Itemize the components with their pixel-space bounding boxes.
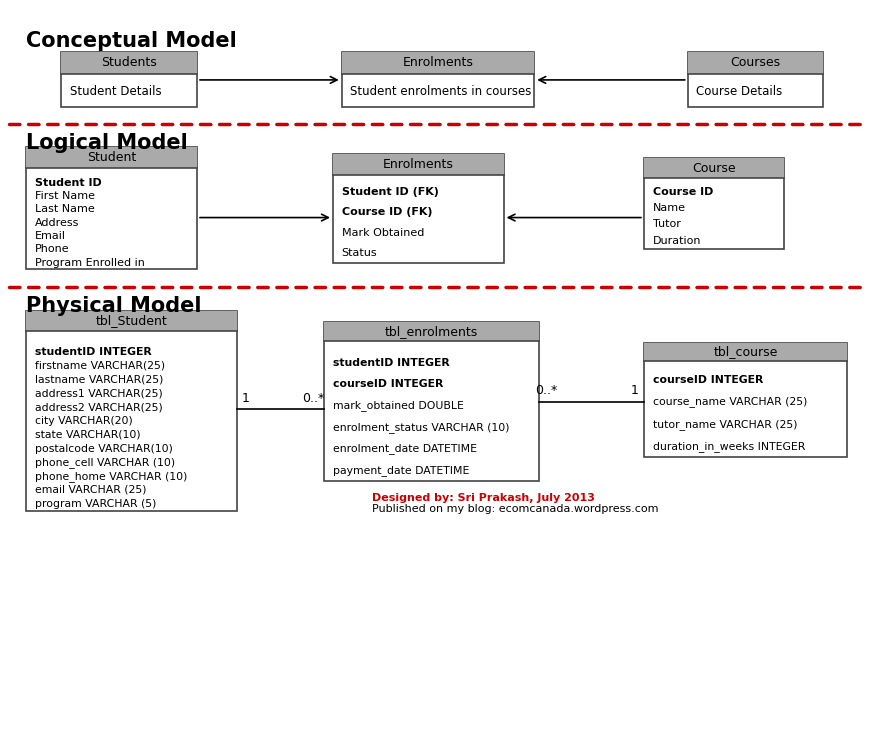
Bar [644, 343, 847, 361]
Bar [61, 52, 197, 107]
Text: Duration: Duration [653, 235, 701, 246]
Text: Student ID (FK): Student ID (FK) [342, 187, 439, 197]
Text: tbl_enrolments: tbl_enrolments [385, 325, 478, 338]
Text: duration_in_weeks INTEGER: duration_in_weeks INTEGER [653, 441, 805, 451]
Bar [61, 52, 197, 74]
Text: payment_date DATETIME: payment_date DATETIME [333, 465, 470, 476]
Bar [26, 147, 197, 269]
Text: Course ID (FK): Course ID (FK) [342, 207, 432, 218]
Text: firstname VARCHAR(25): firstname VARCHAR(25) [35, 361, 166, 371]
Text: phone_home VARCHAR (10): phone_home VARCHAR (10) [35, 471, 187, 482]
Text: courseID INTEGER: courseID INTEGER [333, 380, 443, 389]
Text: address2 VARCHAR(25): address2 VARCHAR(25) [35, 403, 163, 412]
Bar [26, 311, 237, 331]
Text: Logical Model: Logical Model [26, 133, 188, 153]
Text: enrolment_status VARCHAR (10): enrolment_status VARCHAR (10) [333, 422, 509, 433]
Bar [333, 154, 504, 263]
Bar [644, 158, 784, 178]
Text: lastname VARCHAR(25): lastname VARCHAR(25) [35, 374, 164, 385]
Text: 0..*: 0..* [535, 384, 558, 397]
Text: tbl_course: tbl_course [713, 346, 778, 358]
Text: Student Details: Student Details [70, 86, 162, 98]
Bar [644, 158, 784, 249]
Text: Phone: Phone [35, 244, 70, 255]
Text: phone_cell VARCHAR (10): phone_cell VARCHAR (10) [35, 457, 175, 468]
Text: address1 VARCHAR(25): address1 VARCHAR(25) [35, 388, 163, 398]
Text: Student: Student [87, 151, 137, 164]
Text: email VARCHAR (25): email VARCHAR (25) [35, 485, 146, 495]
Text: Students: Students [102, 56, 157, 70]
Text: studentID INTEGER: studentID INTEGER [35, 347, 152, 357]
Text: 0..*: 0..* [302, 391, 325, 405]
Bar [324, 322, 539, 481]
Text: Tutor: Tutor [653, 219, 681, 229]
Text: 1: 1 [242, 391, 249, 405]
Text: 1: 1 [631, 384, 638, 397]
Bar [342, 52, 534, 107]
Text: courseID INTEGER: courseID INTEGER [653, 374, 763, 385]
Bar [324, 322, 539, 341]
Text: Published on my blog: ecomcanada.wordpress.com: Published on my blog: ecomcanada.wordpre… [372, 504, 659, 514]
Text: Mark Obtained: Mark Obtained [342, 228, 424, 238]
Text: course_name VARCHAR (25): course_name VARCHAR (25) [653, 397, 807, 408]
Text: First Name: First Name [35, 191, 95, 201]
Text: Course: Course [692, 162, 736, 175]
Text: mark_obtained DOUBLE: mark_obtained DOUBLE [333, 400, 463, 411]
Text: state VARCHAR(10): state VARCHAR(10) [35, 430, 141, 440]
Text: Student ID: Student ID [35, 178, 102, 188]
Text: Email: Email [35, 231, 66, 241]
Text: Last Name: Last Name [35, 204, 95, 215]
Text: tutor_name VARCHAR (25): tutor_name VARCHAR (25) [653, 419, 797, 429]
Text: Course Details: Course Details [696, 86, 782, 98]
Text: Physical Model: Physical Model [26, 296, 201, 316]
Text: tbl_Student: tbl_Student [95, 314, 167, 327]
Text: Enrolments: Enrolments [403, 56, 473, 70]
Bar [342, 52, 534, 74]
Text: Conceptual Model: Conceptual Model [26, 31, 237, 51]
Text: Name: Name [653, 204, 686, 213]
Text: program VARCHAR (5): program VARCHAR (5) [35, 499, 157, 508]
Bar [688, 52, 823, 74]
Text: enrolment_date DATETIME: enrolment_date DATETIME [333, 443, 477, 454]
Text: city VARCHAR(20): city VARCHAR(20) [35, 416, 133, 426]
Text: Student enrolments in courses: Student enrolments in courses [350, 86, 532, 98]
Text: postalcode VARCHAR(10): postalcode VARCHAR(10) [35, 443, 173, 454]
Text: studentID INTEGER: studentID INTEGER [333, 358, 449, 368]
Text: Status: Status [342, 248, 378, 258]
Text: Designed by: Sri Prakash, July 2013: Designed by: Sri Prakash, July 2013 [372, 493, 595, 503]
Bar [688, 52, 823, 107]
Text: Program Enrolled in: Program Enrolled in [35, 258, 145, 268]
Bar [333, 154, 504, 175]
Bar [26, 147, 197, 168]
Text: Course ID: Course ID [653, 187, 713, 197]
Bar [644, 343, 847, 457]
Text: Enrolments: Enrolments [383, 158, 454, 171]
Text: Courses: Courses [731, 56, 781, 70]
Text: Address: Address [35, 218, 80, 228]
Bar [26, 311, 237, 511]
